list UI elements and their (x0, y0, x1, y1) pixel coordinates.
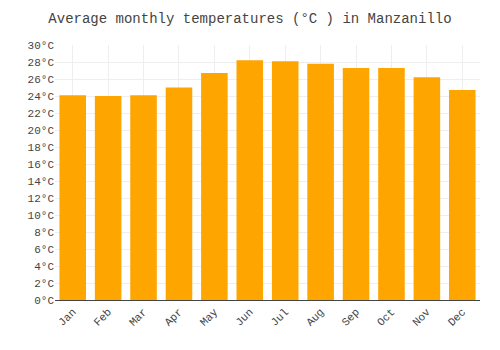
svg-text:4°C: 4°C (34, 261, 54, 273)
svg-text:10°C: 10°C (28, 210, 55, 222)
svg-text:0°C: 0°C (34, 295, 54, 307)
svg-text:30°C: 30°C (28, 40, 55, 52)
svg-text:2°C: 2°C (34, 278, 54, 290)
svg-text:Jul: Jul (269, 306, 291, 328)
svg-text:6°C: 6°C (34, 244, 54, 256)
svg-text:28°C: 28°C (28, 57, 55, 69)
svg-text:Oct: Oct (375, 306, 397, 328)
svg-text:Mar: Mar (127, 306, 149, 328)
svg-text:26°C: 26°C (28, 74, 55, 86)
svg-text:14°C: 14°C (28, 176, 55, 188)
svg-text:16°C: 16°C (28, 159, 55, 171)
svg-text:May: May (198, 306, 221, 329)
svg-text:Dec: Dec (446, 306, 468, 328)
svg-text:Feb: Feb (92, 306, 114, 328)
svg-text:Jun: Jun (233, 306, 255, 328)
svg-text:12°C: 12°C (28, 193, 55, 205)
svg-text:8°C: 8°C (34, 227, 54, 239)
svg-text:18°C: 18°C (28, 142, 55, 154)
svg-text:24°C: 24°C (28, 91, 55, 103)
svg-text:22°C: 22°C (28, 108, 55, 120)
svg-text:Jan: Jan (56, 306, 78, 328)
svg-text:Average monthly temperatures (: Average monthly temperatures (°C ) in Ma… (48, 11, 451, 27)
svg-text:Aug: Aug (304, 306, 326, 328)
svg-text:Nov: Nov (410, 306, 433, 329)
svg-text:Apr: Apr (162, 306, 184, 328)
svg-text:20°C: 20°C (28, 125, 55, 137)
svg-text:Sep: Sep (340, 306, 362, 328)
